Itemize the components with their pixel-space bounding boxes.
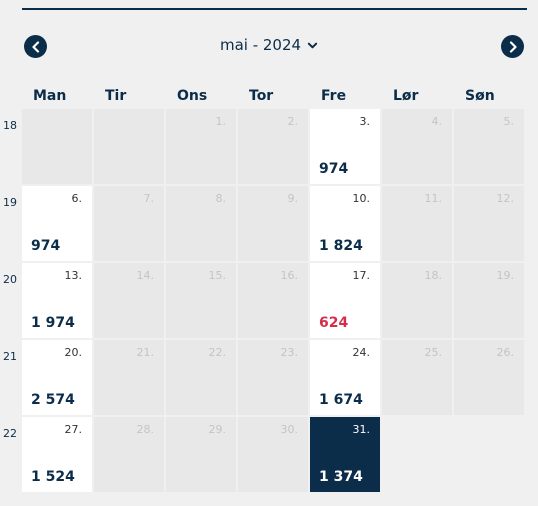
day-price: 2 574 [31,392,75,408]
day-number: 8. [215,192,227,205]
calendar-day: 14. [94,263,164,338]
calendar-day: 19. [454,263,524,338]
lowest-price: 624 [319,315,349,331]
header-divider [22,8,527,10]
weekday-header: Tir [105,88,127,104]
calendar-day: 9. [238,186,308,261]
calendar-day: 1. [166,109,236,184]
calendar-day[interactable]: 17. 624 [310,263,380,338]
calendar-day[interactable]: 3. 974 [310,109,380,184]
weekday-header: Søn [465,88,495,104]
week-number: 20 [3,273,17,286]
calendar-day [94,109,164,184]
week-number: 22 [3,427,17,440]
calendar-day: 30. [238,417,308,492]
day-number: 7. [143,192,155,205]
day-number: 2. [287,115,299,128]
weekday-header: Man [33,88,67,104]
calendar-day[interactable]: 24. 1 674 [310,340,380,415]
day-number: 26. [496,346,515,359]
day-price: 974 [319,161,349,177]
day-number: 25. [424,346,443,359]
day-number: 28. [136,423,155,436]
weekday-header: Fre [321,88,347,104]
calendar-day-selected[interactable]: 31. 1 374 [310,417,380,492]
calendar-day: 4. [382,109,452,184]
day-number: 23. [280,346,299,359]
day-price: 1 974 [31,315,75,331]
day-number: 9. [287,192,299,205]
day-number: 21. [136,346,155,359]
weekday-header: Tor [249,88,274,104]
day-price: 1 824 [319,238,363,254]
day-price: 1 674 [319,392,363,408]
calendar-day[interactable]: 6. 974 [22,186,92,261]
day-number: 11. [424,192,443,205]
calendar-day: 18. [382,263,452,338]
calendar-day [22,109,92,184]
day-number: 27. [64,423,83,436]
calendar-day: 25. [382,340,452,415]
next-month-button[interactable] [501,35,524,58]
calendar-day[interactable]: 10. 1 824 [310,186,380,261]
day-number: 31. [352,423,371,436]
day-number: 13. [64,269,83,282]
week-number: 18 [3,119,17,132]
day-price: 974 [31,238,61,254]
day-number: 1. [215,115,227,128]
day-number: 10. [352,192,371,205]
calendar-day: 21. [94,340,164,415]
calendar-day: 5. [454,109,524,184]
calendar-day: 11. [382,186,452,261]
calendar-day[interactable]: 27. 1 524 [22,417,92,492]
day-number: 20. [64,346,83,359]
calendar-day: 26. [454,340,524,415]
week-number: 19 [3,196,17,209]
calendar-day[interactable]: 13. 1 974 [22,263,92,338]
day-number: 5. [503,115,515,128]
chevron-right-icon [509,40,517,53]
day-number: 16. [280,269,299,282]
day-number: 29. [208,423,227,436]
calendar-day: 15. [166,263,236,338]
day-number: 30. [280,423,299,436]
day-number: 3. [359,115,371,128]
calendar-day: 8. [166,186,236,261]
day-number: 19. [496,269,515,282]
day-number: 4. [431,115,443,128]
chevron-left-icon [31,40,39,53]
chevron-down-icon [307,42,318,48]
day-number: 17. [352,269,371,282]
calendar-day[interactable]: 20. 2 574 [22,340,92,415]
calendar-day: 16. [238,263,308,338]
day-number: 14. [136,269,155,282]
calendar-day: 28. [94,417,164,492]
calendar-day: 22. [166,340,236,415]
day-number: 22. [208,346,227,359]
calendar-day: 12. [454,186,524,261]
day-number: 18. [424,269,443,282]
day-number: 24. [352,346,371,359]
previous-month-button[interactable] [24,35,47,58]
day-price: 1 374 [319,469,363,485]
day-number: 6. [71,192,83,205]
day-price: 1 524 [31,469,75,485]
calendar-day: 29. [166,417,236,492]
day-number: 15. [208,269,227,282]
week-number: 21 [3,350,17,363]
weekday-header: Lør [393,88,419,104]
calendar-day: 23. [238,340,308,415]
day-number: 12. [496,192,515,205]
weekday-header: Ons [177,88,208,104]
calendar-day: 7. [94,186,164,261]
month-label: mai - 2024 [219,36,302,54]
calendar-day: 2. [238,109,308,184]
month-selector[interactable]: mai - 2024 [0,36,538,54]
